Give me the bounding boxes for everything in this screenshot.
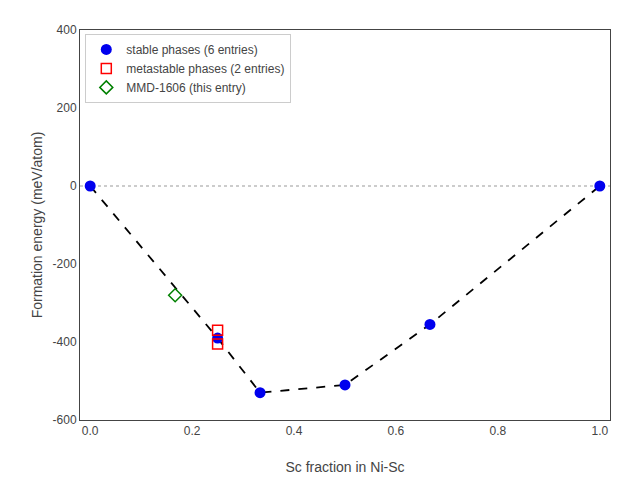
svg-text:0.0: 0.0 <box>82 424 99 438</box>
svg-text:0.2: 0.2 <box>184 424 201 438</box>
svg-text:-400: -400 <box>53 335 77 349</box>
svg-text:stable phases (6 entries): stable phases (6 entries) <box>126 43 257 57</box>
svg-text:-200: -200 <box>53 257 77 271</box>
svg-text:400: 400 <box>57 23 77 37</box>
svg-text:-600: -600 <box>53 413 77 427</box>
svg-text:1.0: 1.0 <box>591 424 608 438</box>
svg-text:Sc fraction in Ni-Sc: Sc fraction in Ni-Sc <box>285 459 404 475</box>
svg-text:0: 0 <box>70 179 77 193</box>
svg-text:metastable phases (2 entries): metastable phases (2 entries) <box>126 62 284 76</box>
svg-text:200: 200 <box>57 101 77 115</box>
svg-text:MMD-1606 (this entry): MMD-1606 (this entry) <box>126 81 245 95</box>
svg-text:Formation energy (meV/atom): Formation energy (meV/atom) <box>29 132 45 319</box>
svg-text:0.8: 0.8 <box>490 424 507 438</box>
svg-text:0.4: 0.4 <box>286 424 303 438</box>
svg-text:0.6: 0.6 <box>388 424 405 438</box>
